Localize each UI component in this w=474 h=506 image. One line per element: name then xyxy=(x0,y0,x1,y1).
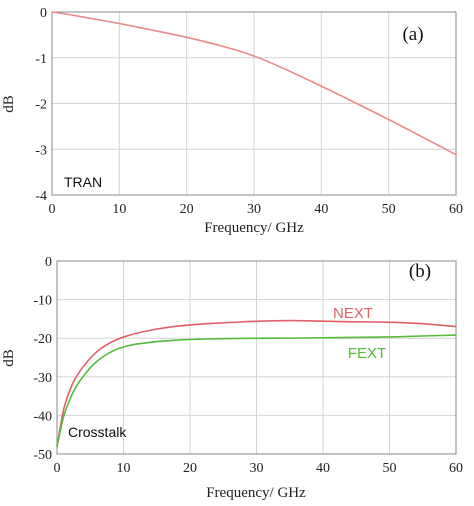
panel-b-y-axis-title: dB xyxy=(1,349,17,367)
panel-a-x-tick-label-3: 30 xyxy=(247,202,261,217)
panel-b-annotation-crosstalk: Crosstalk xyxy=(68,424,127,440)
panel-a-y-tick-label-0: 0 xyxy=(40,6,47,21)
panel-a-y-tick-label-1: -1 xyxy=(35,52,47,67)
panel-a-x-tick-label-2: 20 xyxy=(180,202,194,217)
panel-a-x-tick-label-6: 60 xyxy=(449,202,463,217)
panel-a-x-tick-label-0: 0 xyxy=(49,202,56,217)
panel-a-y-tick-label-2: -2 xyxy=(35,98,47,113)
panel-b-x-tick-label-3: 30 xyxy=(250,461,264,476)
panel-a-gridlines xyxy=(52,12,456,195)
panel-a-x-tick-label-4: 40 xyxy=(314,202,328,217)
panel-b-series-lines xyxy=(56,319,457,448)
panel-b-x-tick-label-5: 50 xyxy=(383,461,397,476)
chart-panel-a: 0 10 20 30 40 50 60 0 -1 -2 -3 -4 Frequency/ GHz dB… xyxy=(1,6,463,236)
panel-a-ticks: 0 10 20 30 40 50 60 0 -1 -2 -3 -4 xyxy=(35,6,463,217)
panel-b-y-tick-label-1: -10 xyxy=(33,294,52,309)
panel-a-plot-frame xyxy=(51,11,457,196)
panel-b-x-tick-label-6: 60 xyxy=(449,461,463,476)
legend-label-next: NEXT xyxy=(333,305,373,322)
legend-label-fext: FEXT xyxy=(348,345,386,362)
panel-b-series-line-fext xyxy=(56,334,457,448)
panel-b-x-tick-label-4: 40 xyxy=(316,461,330,476)
panel-b-y-tick-label-3: -30 xyxy=(33,371,52,386)
panel-a-y-tick-label-3: -3 xyxy=(35,143,47,158)
panel-a-x-tick-label-1: 10 xyxy=(112,202,126,217)
panel-a-annotation-tran: TRAN xyxy=(64,174,102,190)
panel-b-plot-frame xyxy=(56,260,457,455)
panel-b-x-axis-title: Frequency/ GHz xyxy=(206,485,306,501)
panel-b-series-line-next xyxy=(56,319,457,448)
panel-b-y-tick-label-2: -20 xyxy=(33,332,52,347)
panel-a-y-tick-label-4: -4 xyxy=(35,189,47,204)
panel-a-series-line-0 xyxy=(51,11,457,156)
panel-b-y-tick-label-0: 0 xyxy=(45,255,52,270)
panel-a-x-axis-title: Frequency/ GHz xyxy=(204,220,304,236)
panel-a-y-axis-title: dB xyxy=(1,95,17,113)
panel-b-y-tick-label-5: -50 xyxy=(33,448,52,463)
panel-a-x-tick-label-5: 50 xyxy=(382,202,396,217)
panel-b-y-tick-label-4: -40 xyxy=(33,409,52,424)
panel-b-ticks: 0 10 20 30 40 50 60 0 -10 -20 -30 -40 -50 xyxy=(33,255,463,476)
panel-a-series-lines xyxy=(51,11,457,156)
panel-b-x-tick-label-1: 10 xyxy=(117,461,131,476)
panel-b-x-tick-label-2: 20 xyxy=(183,461,197,476)
panel-b-label: (b) xyxy=(409,261,431,282)
panel-a-label: (a) xyxy=(402,24,423,45)
panel-b-x-tick-label-0: 0 xyxy=(54,461,61,476)
chart-panel-b: 0 10 20 30 40 50 60 0 -10 -20 -30 -40 -50 Frequency/… xyxy=(1,255,463,501)
